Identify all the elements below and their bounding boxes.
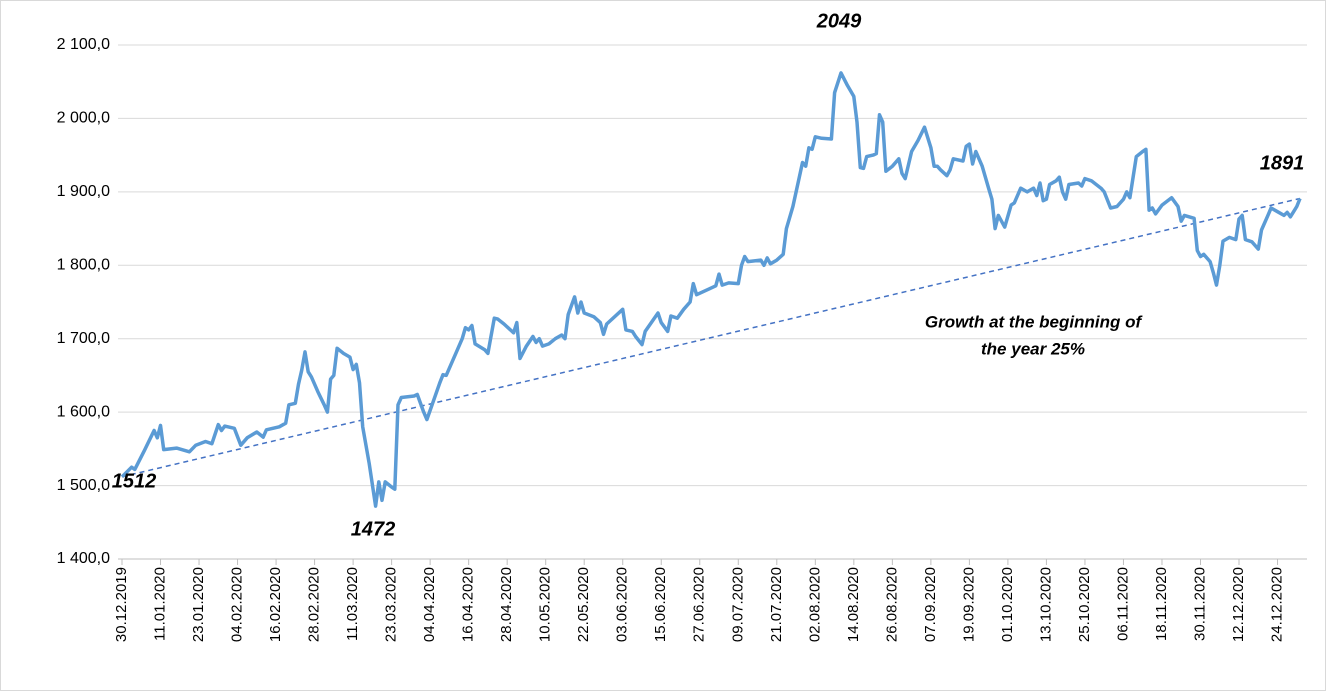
x-tick-label: 23.03.2020 bbox=[383, 567, 400, 642]
annotation: Growth at the beginning of bbox=[925, 312, 1144, 331]
x-tick-label: 19.09.2020 bbox=[960, 567, 977, 642]
y-tick-label: 1 900,0 bbox=[57, 183, 110, 200]
x-tick-label: 01.10.2020 bbox=[999, 567, 1016, 642]
annotation: 1472 bbox=[351, 518, 396, 540]
y-tick-label: 1 400,0 bbox=[57, 550, 110, 567]
x-tick-label: 28.02.2020 bbox=[306, 567, 323, 642]
x-tick-label: 03.06.2020 bbox=[614, 567, 631, 642]
annotation: 2049 bbox=[816, 10, 862, 32]
x-tick-label: 18.11.2020 bbox=[1153, 567, 1170, 641]
x-tick-label: 07.09.2020 bbox=[922, 567, 939, 642]
y-tick-label: 2 000,0 bbox=[57, 110, 110, 127]
x-tick-label: 23.01.2020 bbox=[190, 567, 207, 642]
x-tick-label: 12.12.2020 bbox=[1230, 567, 1247, 642]
x-tick-label: 24.12.2020 bbox=[1269, 567, 1286, 642]
x-tick-label: 06.11.2020 bbox=[1114, 567, 1131, 641]
x-tick-label: 25.10.2020 bbox=[1076, 567, 1093, 642]
y-tick-label: 1 800,0 bbox=[57, 257, 110, 274]
x-tick-label: 14.08.2020 bbox=[845, 567, 862, 642]
x-tick-label: 02.08.2020 bbox=[806, 567, 823, 642]
annotation: 1512 bbox=[112, 470, 157, 492]
x-tick-label: 30.11.2020 bbox=[1191, 567, 1208, 641]
annotation: 1891 bbox=[1260, 152, 1305, 174]
x-tick-label: 26.08.2020 bbox=[883, 567, 900, 642]
x-tick-label: 11.01.2020 bbox=[151, 567, 168, 641]
x-tick-label: 09.07.2020 bbox=[729, 567, 746, 642]
price-line bbox=[120, 71, 1302, 508]
x-tick-label: 10.05.2020 bbox=[537, 567, 554, 642]
annotation: the year 25% bbox=[981, 339, 1085, 358]
x-tick-label: 28.04.2020 bbox=[498, 567, 515, 642]
x-tick-label: 21.07.2020 bbox=[768, 567, 785, 642]
x-tick-label: 30.12.2019 bbox=[113, 567, 130, 642]
x-tick-label: 27.06.2020 bbox=[691, 567, 708, 642]
x-tick-label: 15.06.2020 bbox=[652, 567, 669, 642]
x-tick-label: 13.10.2020 bbox=[1037, 567, 1054, 642]
x-tick-label: 16.04.2020 bbox=[460, 567, 477, 642]
trend-line bbox=[121, 197, 1301, 478]
x-tick-label: 04.04.2020 bbox=[421, 567, 438, 642]
y-tick-label: 1 700,0 bbox=[57, 330, 110, 347]
x-tick-label: 22.05.2020 bbox=[575, 567, 592, 642]
y-tick-label: 1 500,0 bbox=[57, 477, 110, 494]
x-tick-label: 04.02.2020 bbox=[229, 567, 246, 642]
x-tick-label: 11.03.2020 bbox=[344, 567, 361, 641]
y-tick-label: 1 600,0 bbox=[57, 403, 110, 420]
x-tick-label: 16.02.2020 bbox=[267, 567, 284, 642]
y-tick-label: 2 100,0 bbox=[57, 36, 110, 53]
